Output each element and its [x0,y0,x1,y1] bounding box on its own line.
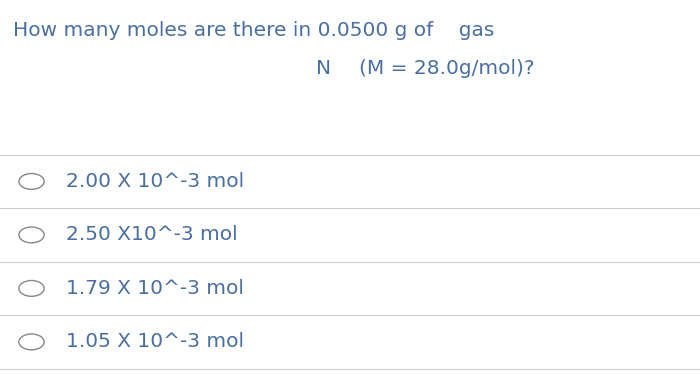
Text: N: N [316,59,332,78]
Text: 2.00 X 10^-3 mol: 2.00 X 10^-3 mol [66,172,244,191]
Text: (M = 28.0g/mol)?: (M = 28.0g/mol)? [359,59,535,78]
Text: 1.05 X 10^-3 mol: 1.05 X 10^-3 mol [66,332,244,351]
Text: How many moles are there in 0.0500 g of    gas: How many moles are there in 0.0500 g of … [13,21,494,40]
Text: 2.50 X10^-3 mol: 2.50 X10^-3 mol [66,225,238,244]
Text: 1.79 X 10^-3 mol: 1.79 X 10^-3 mol [66,279,244,298]
